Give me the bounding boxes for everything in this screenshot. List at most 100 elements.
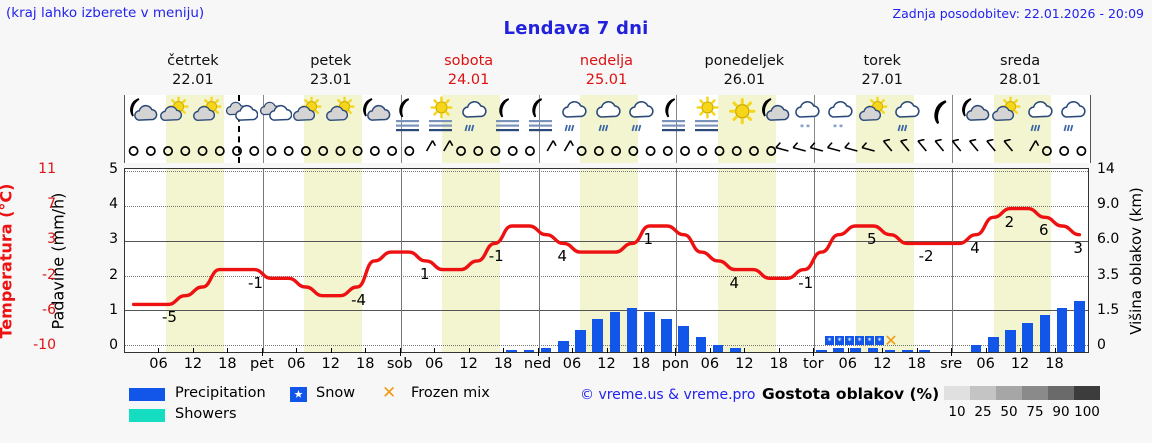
temperature-value-label: -1	[247, 273, 263, 292]
cloud-snow-icon: * *	[823, 96, 857, 136]
x-tick-mark	[813, 348, 815, 356]
cloud-scale-swatch	[1048, 386, 1074, 400]
x-tick-mark	[744, 348, 746, 353]
precipitation-bar	[884, 350, 896, 352]
precipitation-bar	[815, 350, 827, 352]
x-tick-mark	[847, 348, 849, 353]
x-tick-mark	[365, 348, 367, 353]
x-tick-label: 12	[872, 356, 892, 372]
precipitation-tick: 4	[109, 196, 118, 213]
temperature-tick: -2	[42, 266, 56, 283]
day-header-7: sreda 28.01	[911, 52, 1129, 90]
precipitation-bar	[523, 350, 535, 352]
precip-type-markers: * * * * * * ✕	[125, 169, 1088, 352]
moon-cloud-icon	[358, 96, 392, 136]
precipitation-bar	[1022, 322, 1033, 352]
x-tick-mark	[1054, 348, 1056, 353]
x-tick-label: tor	[803, 356, 824, 372]
precipitation-bar	[970, 344, 982, 352]
day-header-3: sobota 24.01	[360, 52, 578, 90]
temperature-value-label: -1	[798, 273, 814, 292]
day-separator	[952, 95, 954, 163]
x-tick-mark	[158, 348, 160, 353]
x-tick-label: 18	[493, 356, 513, 372]
cloud-rain-icon	[624, 96, 658, 136]
temperature-tick: 11	[38, 161, 56, 177]
day-date: 26.01	[723, 72, 766, 88]
day-gridline	[676, 169, 678, 352]
x-tick-label: 18	[631, 356, 651, 372]
precipitation-tick: 1	[109, 301, 118, 318]
cloud-scale-swatch	[1074, 386, 1100, 400]
day-header-row: četrtek 22.01 petek 23.01 sobota 24.01 nedelja…	[0, 52, 1152, 90]
svg-text:*: *	[878, 337, 882, 346]
gridline	[125, 345, 1088, 346]
x-tick-mark	[640, 348, 642, 353]
precipitation-bar	[919, 350, 930, 352]
x-tick-label: pet	[249, 356, 274, 372]
sun-cloud-icon	[191, 96, 225, 136]
cloud-scale-number: 50	[1000, 404, 1018, 420]
temperature-value-label: 6	[1039, 221, 1049, 240]
cloud-scale-swatch	[996, 386, 1022, 400]
moon-cloud-icon	[757, 96, 791, 136]
x-tick-mark	[468, 348, 470, 353]
precipitation-bar	[575, 330, 586, 352]
x-tick-label: 18	[1045, 356, 1064, 372]
x-tick-label: 06	[562, 356, 582, 372]
x-tick-label: 06	[287, 356, 306, 372]
x-tick-label: 18	[907, 356, 926, 372]
precipitation-bar	[592, 319, 604, 352]
precipitation-bar	[558, 341, 569, 352]
precipitation-axis-title: Padavine (mm/h)	[49, 168, 80, 353]
cloudheight-tick: 0	[1097, 337, 1106, 354]
gridline	[125, 171, 1088, 172]
cloud-density-scale	[944, 386, 1100, 400]
x-tick-mark	[985, 348, 987, 353]
gridline	[125, 206, 1088, 207]
x-tick-mark	[951, 348, 953, 356]
sun-icon	[724, 96, 758, 136]
cloud-density-raster	[125, 169, 1088, 352]
temperature-value-label: 3	[1073, 238, 1083, 257]
precipitation-bar	[1056, 308, 1068, 352]
temperature-value-label: -5	[161, 308, 177, 327]
x-tick-mark	[916, 348, 918, 353]
wind-barb-row	[125, 138, 1090, 161]
precipitation-bar	[506, 350, 518, 352]
legend-snow: Snow	[316, 385, 356, 401]
credit-link[interactable]: © vreme.us & vreme.pro	[580, 387, 756, 403]
x-tick-mark	[675, 348, 677, 356]
day-name: četrtek	[167, 53, 219, 69]
temperature-value-label: 4	[557, 247, 568, 266]
x-tick-mark	[192, 348, 194, 353]
day-separator	[262, 95, 264, 163]
day-date: 25.01	[585, 72, 628, 88]
day-date: 23.01	[310, 72, 352, 88]
day-header-4: nedelja 25.01	[498, 52, 716, 90]
svg-text:*: *	[833, 123, 837, 132]
day-gridline	[538, 169, 540, 352]
cloudheight-tick: 6.0	[1097, 231, 1120, 248]
cloud-rain-icon	[457, 96, 491, 136]
day-header-1: četrtek 22.01	[84, 52, 302, 90]
day-name: sreda	[999, 53, 1041, 69]
location-menu-note[interactable]: (kraj lahko izberete v meniju)	[6, 5, 205, 21]
temperature-value-label: 4	[970, 238, 980, 257]
cloud-scale-swatch	[944, 386, 970, 400]
temperature-line	[125, 169, 1088, 352]
precipitation-bar	[540, 348, 552, 352]
snow-icon	[290, 387, 307, 402]
precipitation-bar	[626, 308, 638, 352]
x-tick-mark	[330, 348, 332, 353]
svg-text:✕: ✕	[884, 331, 897, 350]
svg-text:*: *	[848, 337, 852, 346]
x-tick-label: 12	[735, 356, 754, 372]
temperature-tick: 3	[47, 231, 56, 248]
x-tick-label: 12	[183, 356, 203, 372]
temperature-value-label: -4	[351, 291, 367, 309]
moon-cloud-icon	[957, 96, 991, 136]
x-tick-mark	[606, 348, 608, 353]
day-separator	[814, 95, 816, 163]
sun-fog-icon	[690, 96, 724, 136]
